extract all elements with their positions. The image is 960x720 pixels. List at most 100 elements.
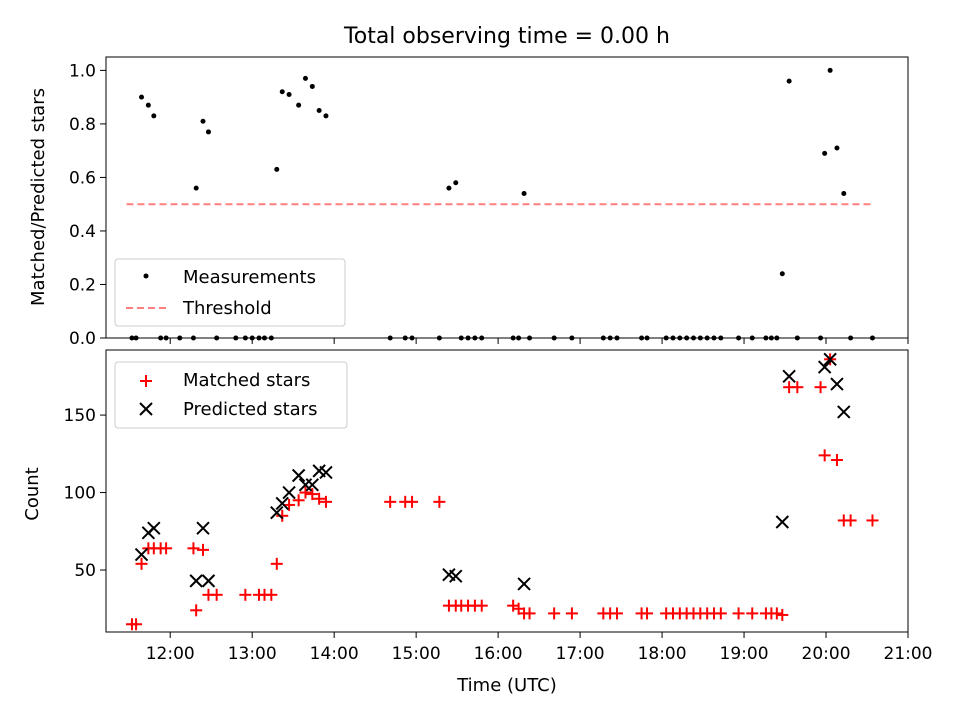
matched-star-point bbox=[299, 486, 312, 499]
matched-star-point bbox=[523, 607, 536, 620]
measurement-point bbox=[779, 271, 785, 277]
predicted-star-point bbox=[823, 352, 837, 367]
measurement-point bbox=[822, 150, 828, 156]
bottom-legend-box bbox=[114, 361, 348, 429]
matched-star-point bbox=[641, 607, 654, 620]
top-y-tick-label: 0.8 bbox=[69, 115, 96, 135]
matched-star-point bbox=[844, 514, 857, 527]
matched-star-point bbox=[197, 543, 210, 556]
measurement-point bbox=[139, 94, 145, 100]
bottom-legend: Matched stars Predicted stars bbox=[114, 361, 348, 429]
predicted-star-point bbox=[837, 405, 851, 419]
predicted-star-point bbox=[134, 547, 149, 562]
x-tick-label: 20:00 bbox=[802, 644, 851, 664]
predicted-star-point bbox=[147, 521, 161, 535]
matched-star-point bbox=[791, 381, 804, 394]
bottom-axes-frame bbox=[105, 349, 909, 633]
measurement-point bbox=[834, 145, 840, 151]
predicted-star-point bbox=[275, 496, 289, 511]
matched-star-point bbox=[210, 588, 223, 601]
predicted-star-point bbox=[196, 521, 210, 535]
matched-star-point bbox=[866, 514, 879, 527]
bottom-y-axis: 50 100 150 bbox=[64, 406, 106, 581]
x-tick-label: 16:00 bbox=[474, 644, 523, 664]
x-tick-label: 15:00 bbox=[392, 644, 441, 664]
measurement-point bbox=[151, 113, 157, 119]
predicted-star-point bbox=[291, 468, 306, 483]
x-axis-label: Time (UTC) bbox=[456, 675, 557, 696]
x-tick-label: 19:00 bbox=[720, 644, 769, 664]
top-x-axis bbox=[169, 338, 909, 344]
measurement-point bbox=[205, 129, 211, 135]
measurement-point bbox=[316, 108, 322, 114]
matched-star-point bbox=[818, 449, 831, 462]
predicted-star-point bbox=[830, 377, 844, 391]
predicted-star-point bbox=[270, 505, 284, 520]
measurement-point bbox=[309, 83, 315, 89]
measurement-point bbox=[286, 91, 292, 97]
measurement-point bbox=[323, 113, 329, 119]
legend-predicted-label: Predicted stars bbox=[183, 399, 317, 420]
matched-star-point bbox=[135, 557, 148, 570]
top-y-tick-label: 0.6 bbox=[69, 168, 96, 188]
measurement-point bbox=[296, 102, 302, 108]
matched-star-point bbox=[770, 607, 783, 620]
matched-star-point bbox=[239, 588, 252, 601]
matched-star-point bbox=[475, 599, 488, 612]
matched-star-point bbox=[265, 588, 278, 601]
measurement-point bbox=[200, 118, 206, 124]
matched-star-point bbox=[306, 488, 319, 501]
matched-star-point bbox=[732, 607, 745, 620]
x-tick-label: 13:00 bbox=[228, 644, 277, 664]
matched-star-point bbox=[270, 557, 283, 570]
measurement-point bbox=[453, 180, 459, 186]
legend-predicted-marker bbox=[139, 402, 153, 416]
measurement-point bbox=[841, 190, 847, 196]
legend-threshold-label: Threshold bbox=[182, 298, 272, 319]
legend-measurements-marker bbox=[143, 273, 149, 279]
predicted-star-point bbox=[305, 478, 320, 492]
top-axes-frame bbox=[105, 56, 909, 339]
predicted-star-point bbox=[517, 577, 531, 591]
top-y-axis-label: Matched/Predicted stars bbox=[28, 88, 49, 306]
matched-star-point bbox=[313, 492, 326, 505]
matched-star-point bbox=[160, 542, 173, 555]
predicted-star-point bbox=[817, 360, 832, 374]
bottom-y-tick-label: 100 bbox=[64, 484, 96, 504]
bottom-x-axis: 12:00 13:00 14:00 15:00 16:00 17:00 18:00 19:00… bbox=[146, 632, 933, 664]
bottom-y-tick-label: 50 bbox=[74, 561, 96, 581]
measurement-point bbox=[786, 78, 792, 84]
matched-star-point bbox=[319, 495, 332, 508]
x-tick-label: 21:00 bbox=[884, 644, 933, 664]
legend-matched-marker bbox=[140, 375, 152, 387]
predicted-star-point bbox=[319, 465, 333, 480]
measurement-point bbox=[279, 89, 285, 95]
matched-star-point bbox=[130, 618, 143, 631]
top-y-axis: 0.0 0.2 0.4 0.6 0.8 1.0 bbox=[69, 61, 106, 349]
top-legend-box bbox=[114, 258, 346, 327]
matched-star-point bbox=[565, 607, 578, 620]
matched-star-point bbox=[276, 509, 289, 522]
matched-star-point bbox=[830, 454, 843, 467]
matched-star-point bbox=[190, 604, 203, 617]
matched-star-point bbox=[384, 495, 397, 508]
predicted-star-point bbox=[782, 369, 796, 384]
legend-matched-label: Matched stars bbox=[183, 370, 310, 391]
top-legend: Measurements Threshold bbox=[114, 258, 346, 327]
measurement-point bbox=[274, 166, 280, 172]
matched-star-point bbox=[746, 607, 759, 620]
x-tick-label: 17:00 bbox=[556, 644, 605, 664]
predicted-star-point bbox=[282, 485, 296, 500]
chart-title: Total observing time = 0.00 h bbox=[343, 24, 670, 49]
measurement-point bbox=[193, 185, 199, 191]
measurement-point bbox=[145, 102, 151, 108]
measurement-point bbox=[827, 67, 833, 73]
x-tick-label: 12:00 bbox=[146, 644, 195, 664]
matched-star-point bbox=[292, 494, 305, 507]
bottom-y-axis-label: Count bbox=[22, 467, 43, 520]
top-y-tick-label: 0.2 bbox=[69, 275, 96, 295]
legend-measurements-label: Measurements bbox=[183, 267, 316, 288]
predicted-star-point bbox=[449, 569, 463, 583]
top-y-tick-label: 1.0 bbox=[69, 61, 96, 81]
